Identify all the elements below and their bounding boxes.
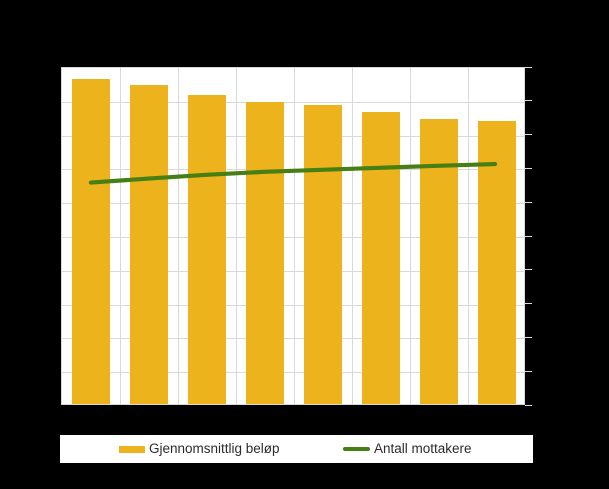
bar-swatch-icon: [119, 445, 145, 453]
plot-area: [61, 67, 525, 405]
plot-inner: [62, 68, 524, 404]
bar: [187, 95, 227, 404]
h-gridline: [62, 270, 524, 272]
h-gridline: [62, 203, 524, 205]
right-axis-tick: [525, 167, 532, 169]
right-axis-tick: [525, 235, 532, 237]
right-axis-tick: [525, 269, 532, 271]
bar: [245, 102, 285, 404]
v-gridline: [352, 68, 353, 404]
v-gridline: [178, 68, 179, 404]
h-gridline: [62, 101, 524, 103]
bar: [303, 105, 343, 404]
v-gridline: [468, 68, 469, 404]
bar: [129, 84, 169, 404]
v-gridline: [410, 68, 411, 404]
line-swatch-icon: [343, 447, 370, 451]
legend-item-recipients: Antall mottakere: [343, 435, 472, 463]
right-axis-tick: [525, 370, 532, 372]
h-gridline: [62, 338, 524, 340]
right-axis-tick: [525, 303, 532, 305]
legend-item-average-amount: Gjennomsnittlig beløp: [119, 435, 280, 463]
right-axis-tick: [525, 404, 532, 406]
bar: [71, 79, 111, 404]
h-gridline: [62, 372, 524, 374]
legend-label-recipients: Antall mottakere: [374, 441, 472, 456]
bar: [419, 119, 459, 404]
bar: [477, 121, 517, 404]
h-gridline: [62, 135, 524, 137]
h-gridline: [62, 304, 524, 306]
v-gridline: [236, 68, 237, 404]
h-gridline: [62, 237, 524, 238]
right-axis-tick: [525, 100, 532, 102]
v-gridline: [120, 68, 121, 404]
right-axis-tick: [525, 134, 532, 136]
bar: [361, 112, 401, 404]
legend-label-average-amount: Gjennomsnittlig beløp: [149, 441, 280, 456]
right-axis-tick: [525, 201, 532, 203]
right-axis-tick: [525, 336, 532, 338]
legend: Gjennomsnittlig beløp Antall mottakere: [60, 435, 533, 463]
v-gridline: [294, 68, 295, 404]
right-axis-tick: [525, 66, 532, 68]
